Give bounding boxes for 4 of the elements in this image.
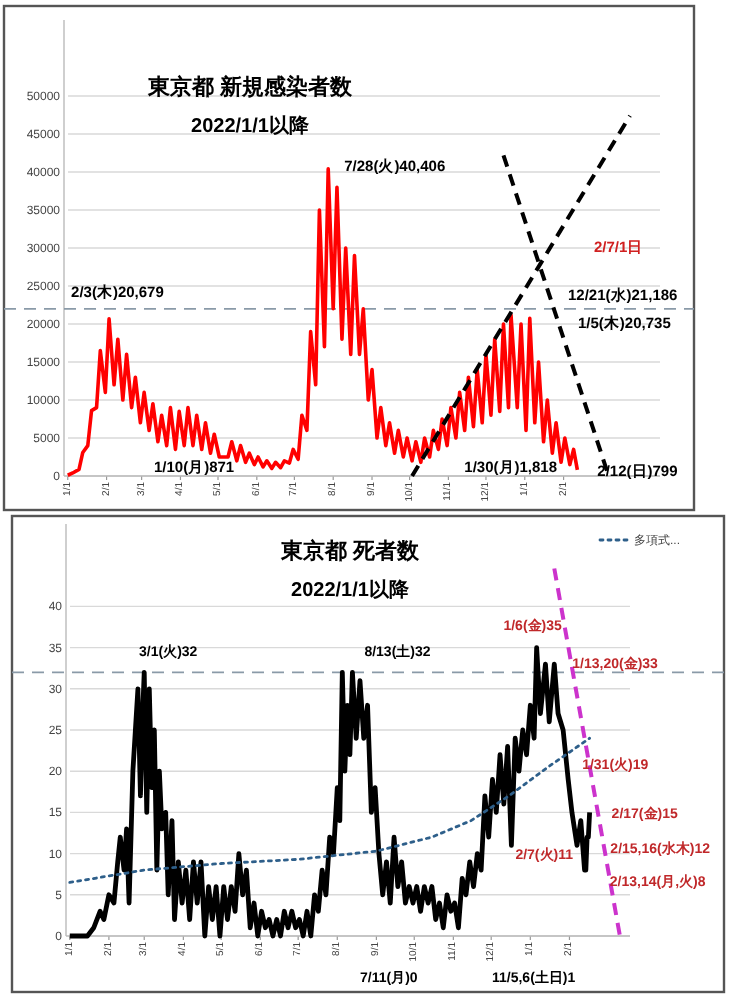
text: 2022/1/1以降 [191, 114, 311, 138]
text: 東京都 死者数 [278, 538, 422, 564]
text: 東京都 新規感染者数 [145, 74, 355, 100]
text: 2022/1/1以降 [291, 578, 411, 602]
